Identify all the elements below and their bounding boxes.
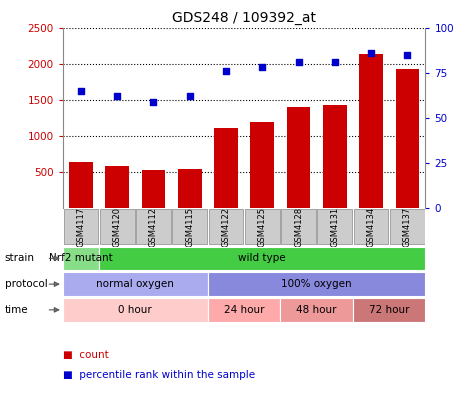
Bar bbox=[323, 105, 346, 208]
Text: GSM4115: GSM4115 bbox=[185, 207, 194, 247]
Text: normal oxygen: normal oxygen bbox=[96, 279, 174, 289]
Text: GSM4131: GSM4131 bbox=[330, 207, 339, 247]
Text: Nrf2 mutant: Nrf2 mutant bbox=[49, 253, 113, 263]
Text: GSM4125: GSM4125 bbox=[258, 207, 267, 247]
FancyBboxPatch shape bbox=[208, 272, 425, 296]
Bar bbox=[214, 128, 238, 208]
FancyBboxPatch shape bbox=[63, 298, 208, 322]
Text: ■  percentile rank within the sample: ■ percentile rank within the sample bbox=[63, 370, 255, 380]
Text: GSM4137: GSM4137 bbox=[403, 207, 412, 247]
Text: strain: strain bbox=[5, 253, 35, 263]
Text: GSM4122: GSM4122 bbox=[221, 207, 231, 247]
Bar bbox=[178, 169, 201, 208]
Text: 72 hour: 72 hour bbox=[369, 305, 410, 315]
Bar bbox=[69, 162, 93, 208]
Point bbox=[367, 50, 375, 56]
FancyBboxPatch shape bbox=[281, 209, 316, 244]
Point bbox=[77, 88, 85, 94]
Text: GSM4134: GSM4134 bbox=[366, 207, 376, 247]
Bar bbox=[106, 166, 129, 208]
FancyBboxPatch shape bbox=[63, 247, 99, 270]
Title: GDS248 / 109392_at: GDS248 / 109392_at bbox=[172, 11, 316, 25]
FancyBboxPatch shape bbox=[63, 272, 208, 296]
Bar bbox=[396, 69, 419, 208]
FancyBboxPatch shape bbox=[390, 209, 425, 244]
FancyBboxPatch shape bbox=[209, 209, 243, 244]
Point bbox=[150, 99, 157, 105]
FancyBboxPatch shape bbox=[208, 298, 280, 322]
Text: 100% oxygen: 100% oxygen bbox=[281, 279, 352, 289]
FancyBboxPatch shape bbox=[173, 209, 207, 244]
FancyBboxPatch shape bbox=[64, 209, 98, 244]
Text: 0 hour: 0 hour bbox=[119, 305, 152, 315]
Point bbox=[259, 64, 266, 70]
FancyBboxPatch shape bbox=[245, 209, 279, 244]
Text: wild type: wild type bbox=[239, 253, 286, 263]
FancyBboxPatch shape bbox=[318, 209, 352, 244]
Bar bbox=[287, 107, 310, 208]
Point bbox=[404, 51, 411, 58]
Text: ■  count: ■ count bbox=[63, 350, 108, 360]
FancyBboxPatch shape bbox=[353, 298, 425, 322]
FancyBboxPatch shape bbox=[99, 247, 425, 270]
Text: protocol: protocol bbox=[5, 279, 47, 289]
Point bbox=[331, 59, 339, 65]
Point bbox=[222, 68, 230, 74]
Point bbox=[113, 93, 121, 99]
Bar bbox=[142, 170, 165, 208]
Text: time: time bbox=[5, 305, 28, 315]
FancyBboxPatch shape bbox=[100, 209, 134, 244]
Text: GSM4120: GSM4120 bbox=[113, 207, 122, 247]
FancyBboxPatch shape bbox=[136, 209, 171, 244]
FancyBboxPatch shape bbox=[280, 298, 353, 322]
Bar bbox=[359, 54, 383, 208]
Text: GSM4117: GSM4117 bbox=[76, 207, 86, 247]
FancyBboxPatch shape bbox=[354, 209, 388, 244]
Text: GSM4112: GSM4112 bbox=[149, 207, 158, 247]
Point bbox=[186, 93, 193, 99]
Text: 24 hour: 24 hour bbox=[224, 305, 265, 315]
Text: GSM4128: GSM4128 bbox=[294, 207, 303, 247]
Point bbox=[295, 59, 302, 65]
Bar bbox=[251, 122, 274, 208]
Text: 48 hour: 48 hour bbox=[296, 305, 337, 315]
